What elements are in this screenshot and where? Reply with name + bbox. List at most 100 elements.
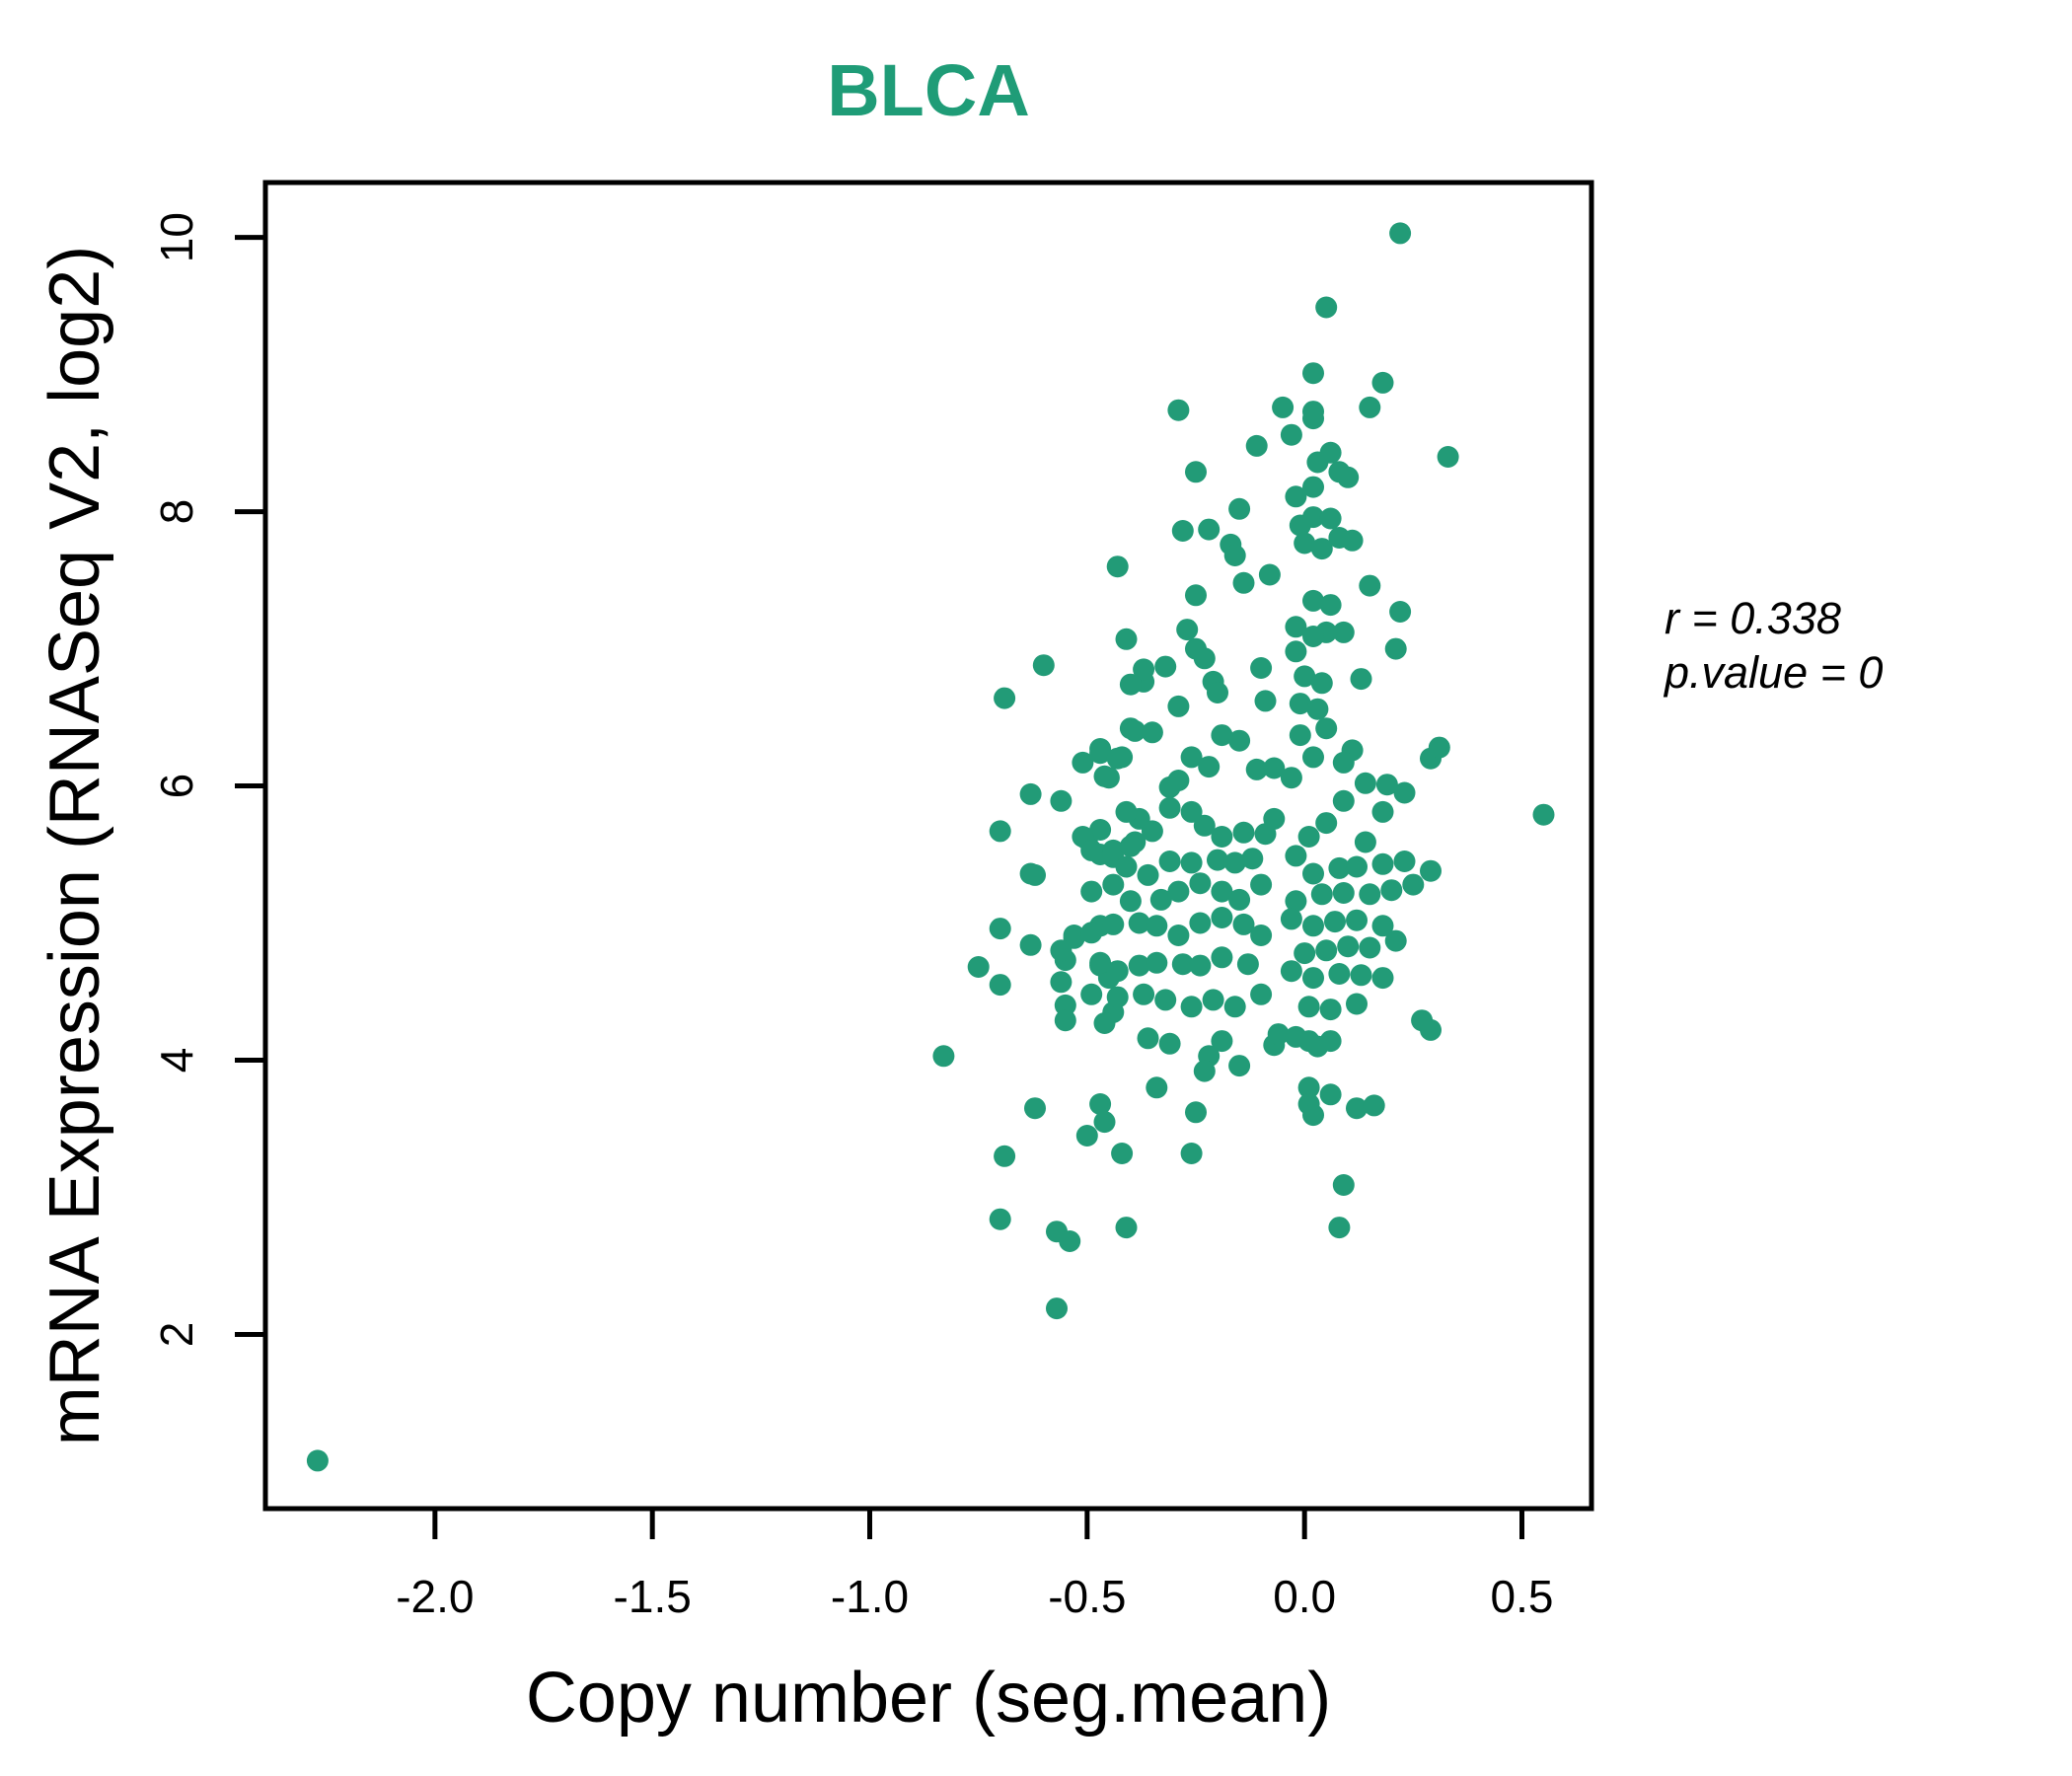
data-point [1072,751,1094,774]
data-point [1310,538,1333,560]
data-point [1280,423,1302,446]
data-point [1250,873,1273,896]
data-point [1180,746,1203,769]
data-point [1346,909,1368,931]
data-point [1285,890,1307,913]
scatter-points [306,222,1555,1472]
data-point [1302,589,1324,612]
data-point [1180,1143,1203,1164]
data-point [1285,845,1307,867]
data-point [1532,803,1555,826]
data-point [1202,989,1224,1011]
data-point [1106,747,1129,770]
data-point [1263,757,1286,779]
data-point [1223,996,1246,1018]
data-point [1393,781,1416,804]
data-point [1106,555,1129,578]
data-point [1193,647,1216,670]
data-point [1294,942,1316,965]
data-point [1328,856,1351,879]
data-point [1080,880,1103,903]
data-point [1393,851,1416,872]
data-point [1093,765,1116,787]
data-point [1346,993,1368,1015]
data-point [932,1045,955,1068]
data-point [1371,967,1394,990]
data-point [1207,849,1228,871]
data-point [989,1208,1011,1230]
data-point [1211,1030,1233,1053]
data-point [1245,434,1268,457]
data-point [1171,953,1194,976]
data-point [1115,855,1138,878]
data-point [1315,296,1338,319]
data-point [1124,719,1147,742]
data-point [1024,863,1046,886]
data-point [1149,888,1172,911]
x-tick-label: -2.0 [396,1571,474,1622]
data-point [1289,693,1311,715]
data-point [1089,1093,1112,1115]
data-point [1280,960,1302,983]
data-point [1133,658,1155,681]
data-point [1211,724,1233,747]
data-point [1080,983,1103,1005]
data-point [1089,742,1112,765]
data-point [1280,908,1302,930]
y-axis-title: mRNA Expression (RNASeq V2, log2) [36,246,114,1445]
y-tick-label: 10 [151,212,202,262]
data-point [1185,461,1207,483]
data-point [1294,532,1316,555]
data-point [1346,855,1368,878]
data-point [1267,1023,1290,1046]
data-point [1332,751,1355,774]
data-point [1375,774,1398,796]
data-point [1236,953,1259,976]
data-point [1093,1111,1116,1134]
x-tick-label: -1.0 [831,1571,909,1622]
annotation-r-value: r = 0.338 [1665,593,1841,643]
data-point [1228,729,1251,752]
data-point [1089,951,1112,974]
data-point [1280,767,1302,789]
data-point [1437,446,1459,468]
data-point [1384,637,1407,660]
data-point [1198,518,1221,541]
data-point [1115,1217,1138,1239]
data-point [1302,915,1324,937]
data-point [1189,912,1212,934]
data-point [1115,800,1138,823]
data-point [1146,951,1168,974]
data-point [1245,758,1268,780]
data-point [1054,1009,1076,1032]
data-point [989,974,1011,997]
data-point [1302,362,1324,385]
data-point [1167,925,1190,946]
data-point [1354,831,1376,853]
data-point [1102,873,1125,896]
data-point [1154,989,1177,1011]
y-tick-label: 8 [151,499,202,525]
data-point [1158,851,1181,872]
data-point [1054,994,1076,1016]
data-point [1133,983,1155,1005]
data-point [1319,507,1342,530]
data-point [1093,1012,1116,1034]
data-point [1141,721,1163,744]
data-point [1324,911,1346,933]
data-point [1302,626,1324,647]
data-point [1254,690,1277,712]
data-point [1350,964,1372,987]
data-point [1371,852,1394,875]
data-point [1171,520,1194,542]
data-point [1228,497,1251,520]
data-point [1302,407,1324,430]
data-point [989,820,1011,843]
data-point [1346,1097,1368,1120]
data-point [1315,717,1338,740]
data-point [1371,371,1394,394]
data-point [1228,888,1251,911]
data-point [1185,1101,1207,1124]
data-point [1050,789,1073,812]
